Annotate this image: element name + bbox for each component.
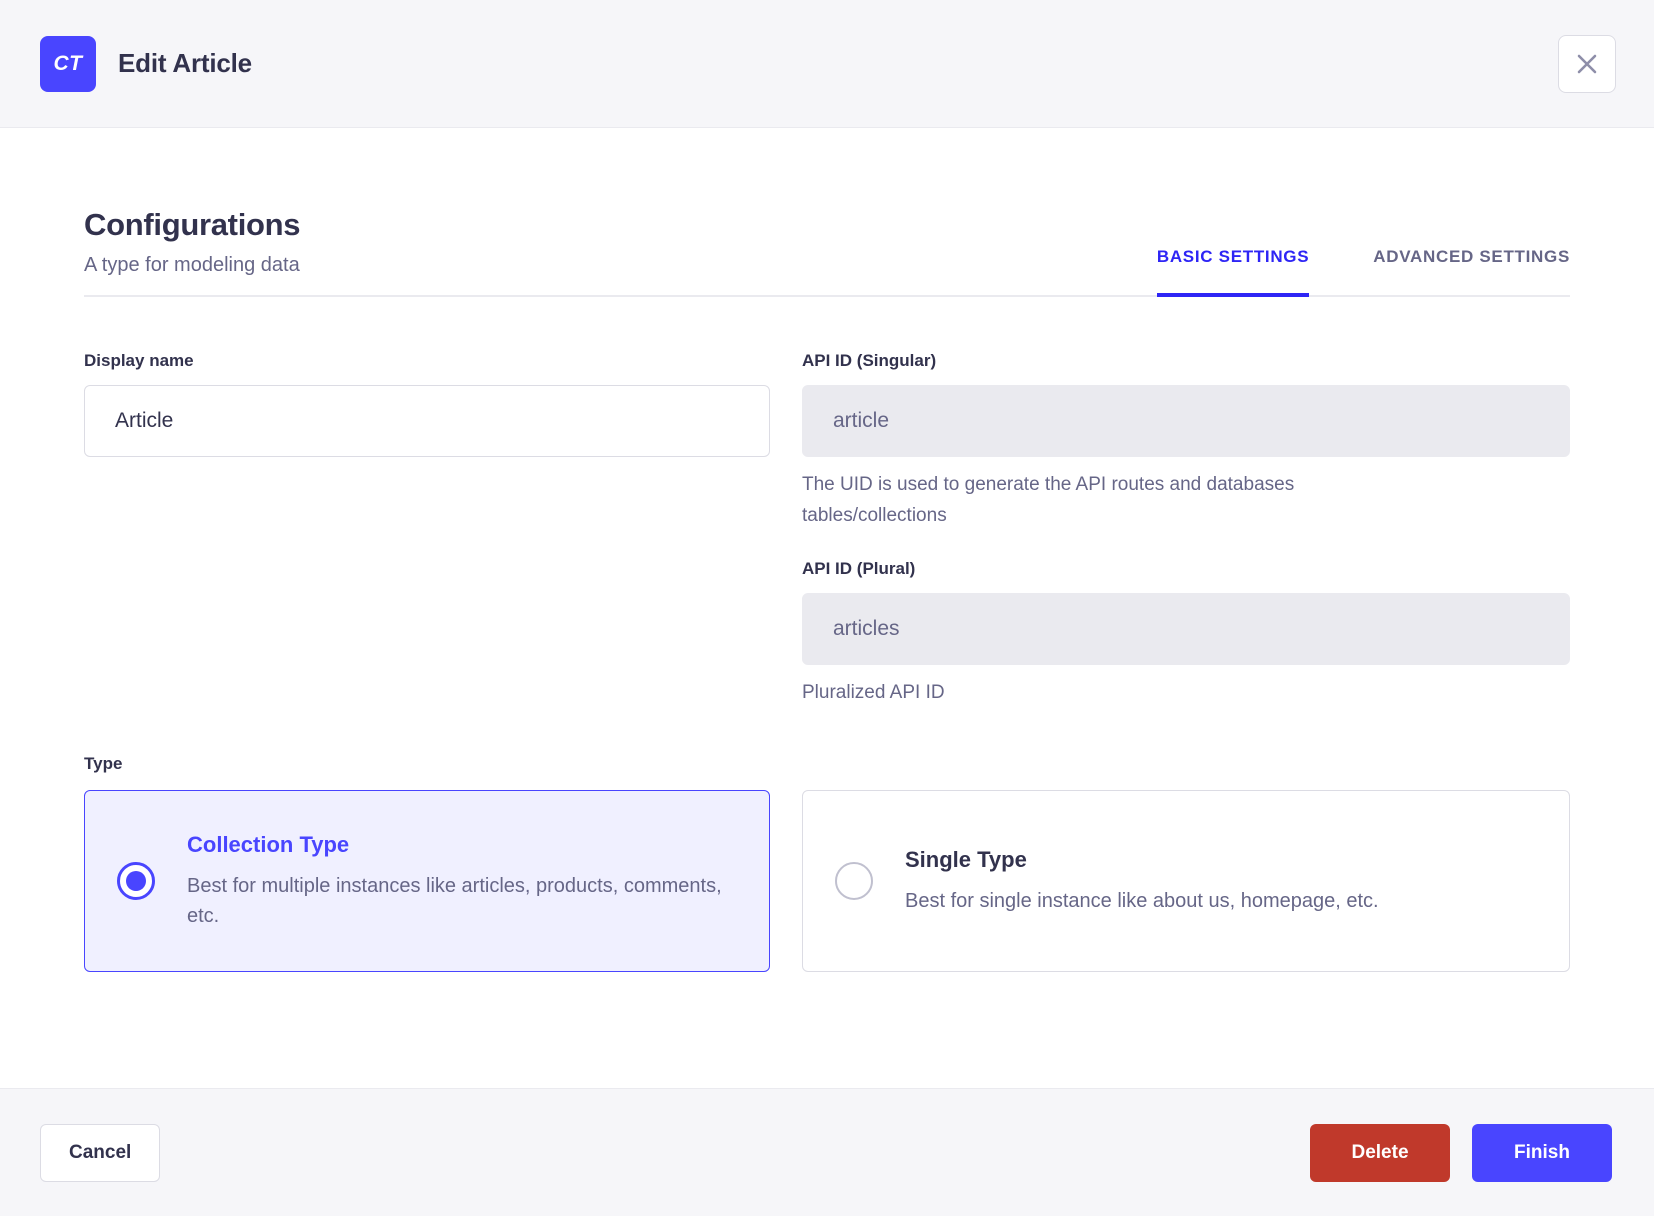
api-id-plural-label: API ID (Plural)	[802, 558, 916, 578]
close-button[interactable]	[1558, 34, 1616, 93]
section-title-group: Configurations A type for modeling data	[84, 206, 301, 295]
single-type-description: Best for single instance like about us, …	[905, 889, 1379, 912]
single-type-title: Single Type	[905, 846, 1027, 872]
modal-body: Configurations A type for modeling data …	[0, 128, 1654, 1088]
api-id-singular-label: API ID (Singular)	[802, 351, 937, 371]
display-name-label: Display name	[84, 351, 194, 371]
field-api-id-plural: API ID (Plural) Pluralized API ID	[802, 559, 1570, 708]
footer-actions: Delete Finish	[1310, 1123, 1612, 1182]
radio-single-type[interactable]	[835, 862, 873, 901]
cancel-button[interactable]: Cancel	[40, 1123, 161, 1182]
tab-basic-settings[interactable]: BASIC SETTINGS	[1156, 247, 1310, 298]
field-display-name: Display name	[84, 351, 770, 458]
radio-collection-type[interactable]	[117, 862, 155, 901]
delete-button[interactable]: Delete	[1310, 1123, 1450, 1182]
type-section: Type Collection Type Best for multiple i…	[84, 754, 1570, 973]
api-id-plural-helper: Pluralized API ID	[802, 681, 945, 703]
section-title: Configurations	[84, 207, 301, 242]
modal-footer: Cancel Delete Finish	[0, 1088, 1654, 1216]
page-title: Edit Article	[118, 48, 252, 78]
api-id-plural-input	[802, 592, 1570, 665]
type-heading: Type	[84, 754, 123, 774]
collection-type-description: Best for multiple instances like article…	[187, 874, 722, 927]
type-option-single-type[interactable]: Single Type Best for single instance lik…	[802, 790, 1570, 973]
form-column-right: API ID (Singular) The UID is used to gen…	[802, 351, 1570, 708]
finish-button[interactable]: Finish	[1472, 1123, 1612, 1182]
form-grid: Display name API ID (Singular) The UID i…	[84, 351, 1570, 708]
type-option-collection-type[interactable]: Collection Type Best for multiple instan…	[84, 790, 770, 973]
section-header: Configurations A type for modeling data …	[84, 206, 1570, 298]
field-api-id-singular: API ID (Singular) The UID is used to gen…	[802, 351, 1570, 531]
collection-type-text: Collection Type Best for multiple instan…	[187, 832, 735, 931]
display-name-input[interactable]	[84, 385, 770, 458]
header-left-group: CT Edit Article	[40, 35, 1558, 92]
single-type-text: Single Type Best for single instance lik…	[905, 847, 1535, 916]
form-column-left: Display name	[84, 351, 770, 708]
api-id-singular-input	[802, 385, 1570, 458]
modal-header: CT Edit Article	[0, 0, 1654, 128]
api-id-singular-helper: The UID is used to generate the API rout…	[802, 474, 1295, 526]
type-cards: Collection Type Best for multiple instan…	[84, 790, 1570, 973]
settings-tabs: BASIC SETTINGS ADVANCED SETTINGS	[1156, 247, 1570, 298]
radio-dot	[844, 871, 864, 891]
radio-dot	[126, 871, 146, 892]
content-type-badge: CT	[40, 35, 96, 92]
close-icon	[1576, 53, 1598, 75]
collection-type-title: Collection Type	[187, 831, 350, 857]
section-subtitle: A type for modeling data	[84, 254, 300, 277]
tab-advanced-settings[interactable]: ADVANCED SETTINGS	[1373, 247, 1570, 267]
